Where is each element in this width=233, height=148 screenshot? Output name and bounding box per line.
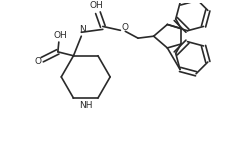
Text: NH: NH bbox=[79, 101, 93, 110]
Text: N: N bbox=[79, 25, 86, 34]
Text: O: O bbox=[35, 57, 42, 66]
Text: OH: OH bbox=[89, 1, 103, 10]
Text: O: O bbox=[122, 23, 129, 32]
Text: OH: OH bbox=[54, 31, 68, 40]
